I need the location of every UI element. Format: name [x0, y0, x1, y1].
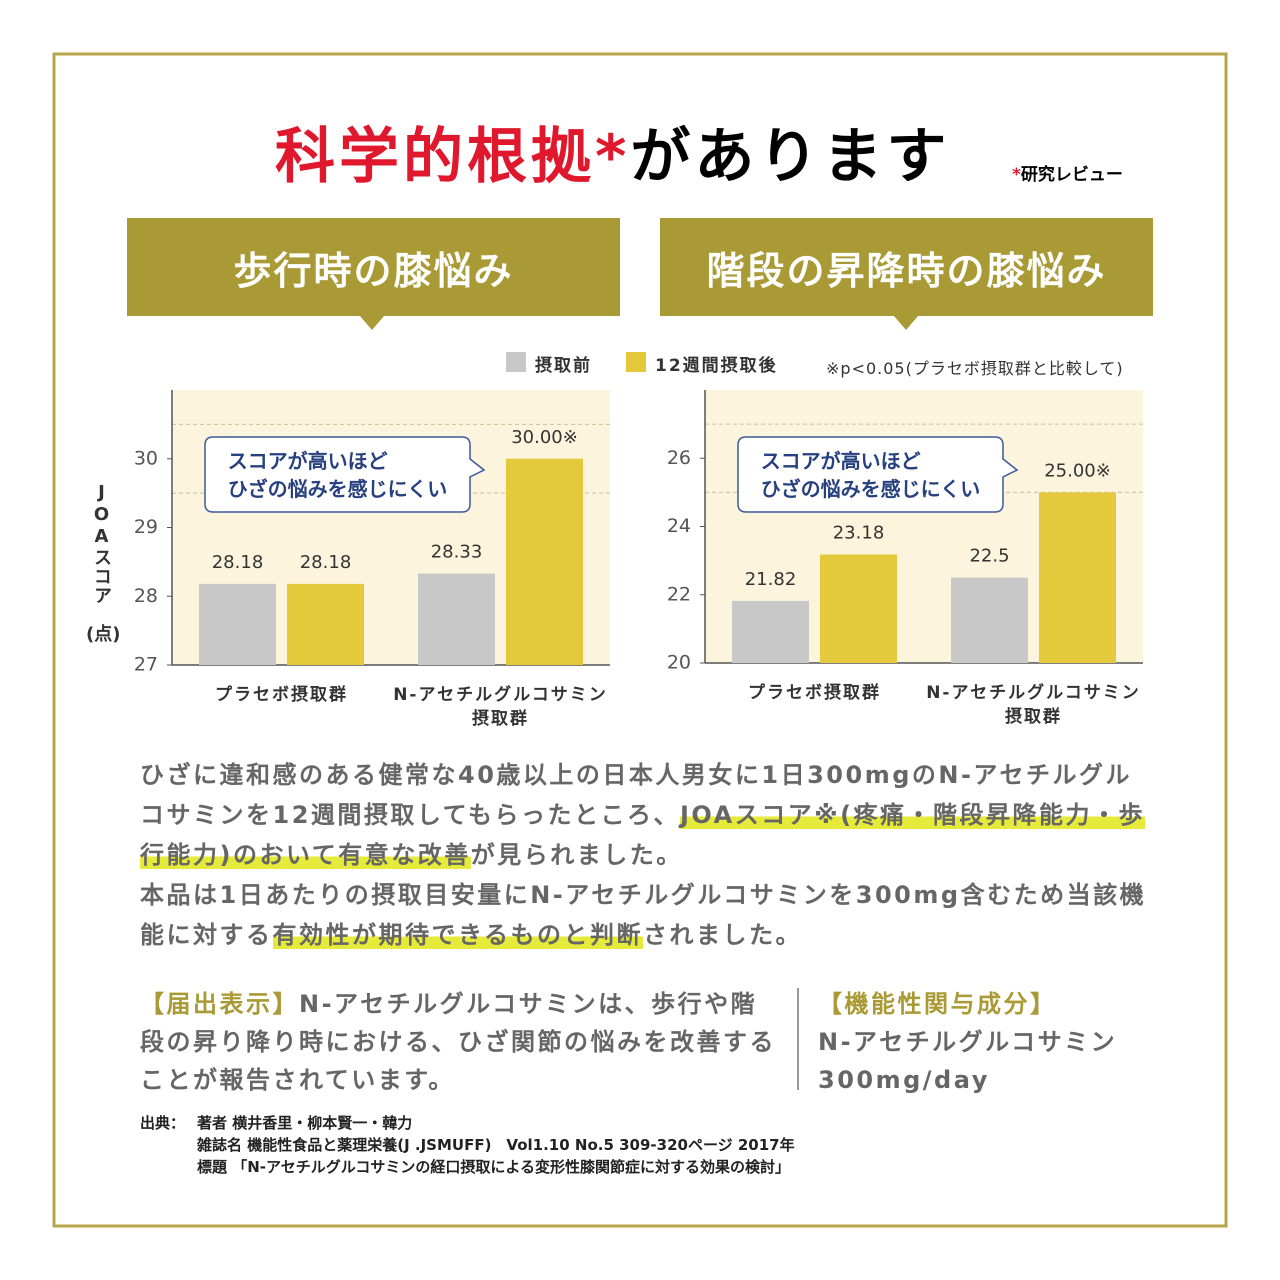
x-tick-label: プラセボ摂取群	[748, 683, 881, 703]
source: 出典： 著者 横井香里・柳本賢一・韓力 雑誌名 機能性食品と薬理栄養(J .JS…	[140, 1112, 795, 1178]
x-tick-label: N-アセチルグルコサミン 摂取群	[926, 683, 1141, 727]
legend-swatch	[506, 352, 526, 372]
claim-label: 【届出表示】	[140, 990, 299, 1018]
bar	[732, 600, 809, 663]
ingredient-name: N-アセチルグルコサミン	[818, 1028, 1118, 1056]
y-tick-label: 26	[667, 447, 691, 469]
value-label: 23.18	[833, 522, 885, 543]
title-mark: *	[595, 122, 631, 192]
value-label: 22.5	[969, 546, 1009, 567]
note: 研究レビュー	[1020, 165, 1123, 185]
y-tick-label: 30	[134, 447, 158, 469]
y-tick-label: 24	[667, 515, 691, 537]
y-tick-label: 27	[134, 654, 158, 676]
text: が見られました。	[470, 841, 683, 869]
text: 本品は1日あたりの摂取目安量にN-アセチルグルコサミンを300mg含むため当該機…	[140, 881, 1147, 949]
banner-pointer	[894, 316, 918, 330]
x-tick-label: N-アセチルグルコサミン 摂取群	[393, 685, 608, 729]
source-label: 出典：	[140, 1114, 186, 1132]
paragraph: ひざに違和感のある健常な40歳以上の日本人男女に1日300mgのN-アセチルグル…	[140, 755, 1150, 875]
y-tick-label: 28	[134, 585, 158, 607]
ingredient-label: 【機能性関与成分】	[818, 990, 1057, 1018]
y-axis-label: JOAスコア	[91, 482, 112, 605]
highlighted-text: 有効性が期待できるものと判断	[272, 921, 644, 949]
chart-title: 階段の昇降時の膝悩み	[660, 218, 1153, 316]
bar	[199, 583, 276, 665]
significance-note: ※p<0.05(プラセボ摂取群と比較して)	[826, 359, 1124, 378]
title: 科学的根拠*があります	[275, 108, 950, 195]
value-label: 28.18	[300, 552, 352, 573]
value-label: 25.00※	[1044, 460, 1111, 481]
value-label: 28.33	[431, 542, 483, 563]
y-tick-label: 29	[134, 516, 158, 538]
title-note: *研究レビュー	[1012, 160, 1123, 185]
title-rest: があります	[630, 122, 951, 192]
ingredient: 【機能性関与成分】 N-アセチルグルコサミン 300mg/day	[818, 985, 1158, 1099]
legend-label: 摂取前	[535, 356, 592, 376]
bar	[418, 573, 495, 665]
title-main: 科学的根拠	[275, 122, 595, 192]
value-label: 28.18	[212, 552, 264, 573]
source-line: 著者 横井香里・柳本賢一・韓力	[197, 1114, 413, 1132]
note-mark: *	[1012, 165, 1021, 185]
callout-text: スコアが高いほど ひざの悩みを感じにくい	[760, 448, 981, 501]
x-tick-label: プラセボ摂取群	[215, 685, 348, 705]
bar	[1039, 492, 1116, 663]
claim-text: N-アセチルグルコサミンは、歩行や階段の昇り降り時における、ひざ関節の悩みを改善…	[140, 990, 776, 1094]
y-tick-label: 22	[667, 583, 691, 605]
callout-box	[737, 436, 1019, 513]
bar	[820, 554, 897, 663]
frame	[52, 52, 1228, 1228]
legend-swatch	[626, 352, 646, 372]
text: されました。	[643, 921, 803, 949]
body-text: ひざに違和感のある健常な40歳以上の日本人男女に1日300mgのN-アセチルグル…	[140, 755, 1150, 955]
callout-text: スコアが高いほど ひざの悩みを感じにくい	[227, 448, 448, 501]
source-line: 雑誌名 機能性食品と薬理栄養(J .JSMUFF) Vol1.10 No.5 3…	[197, 1136, 795, 1154]
value-label: 21.82	[745, 569, 797, 590]
text: ひざに違和感のある健常な40歳以上の日本人男女に1日300mgのN-アセチルグル…	[140, 761, 1132, 829]
paragraph: 本品は1日あたりの摂取目安量にN-アセチルグルコサミンを300mg含むため当該機…	[140, 875, 1150, 955]
source-lines: 著者 横井香里・柳本賢一・韓力 雑誌名 機能性食品と薬理栄養(J .JSMUFF…	[197, 1112, 795, 1178]
legend-label: 12週間摂取後	[655, 356, 778, 376]
bar	[506, 458, 583, 665]
banner-pointer	[360, 316, 384, 330]
callout-box	[204, 436, 486, 513]
source-line: 標題 「N-アセチルグルコサミンの経口摂取による変形性膝関節症に対する効果の検討…	[197, 1158, 790, 1176]
claim: 【届出表示】N-アセチルグルコサミンは、歩行や階段の昇り降り時における、ひざ関節…	[140, 985, 780, 1099]
bar	[287, 583, 364, 665]
bar	[951, 577, 1028, 663]
y-tick-label: 20	[667, 652, 691, 674]
chart-title: 歩行時の膝悩み	[127, 218, 620, 316]
y-axis-unit: (点)	[86, 624, 121, 645]
value-label: 30.00※	[511, 427, 578, 448]
ingredient-amount: 300mg/day	[818, 1066, 990, 1094]
